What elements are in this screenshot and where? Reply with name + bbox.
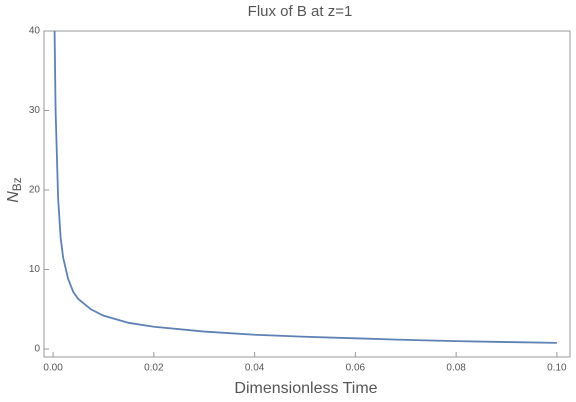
y-tick-label: 0 bbox=[34, 344, 40, 355]
x-axis-label: Dimensionless Time bbox=[234, 380, 377, 397]
x-tick-label: 0.02 bbox=[144, 363, 164, 374]
y-label-main: N bbox=[5, 191, 22, 203]
x-tick-label: 0.10 bbox=[547, 363, 567, 374]
y-axis-label: NBz bbox=[5, 177, 24, 203]
chart-title: Flux of B at z=1 bbox=[248, 3, 353, 20]
x-tick-label: 0.08 bbox=[446, 363, 466, 374]
y-tick-label: 20 bbox=[29, 185, 41, 196]
x-tick-label: 0.00 bbox=[43, 363, 63, 374]
y-label-sub: Bz bbox=[10, 177, 24, 191]
y-tick-label: 10 bbox=[29, 264, 41, 275]
plot-frame bbox=[43, 30, 571, 358]
x-tick-label: 0.04 bbox=[245, 363, 265, 374]
x-tick-label: 0.06 bbox=[346, 363, 366, 374]
data-line bbox=[53, 30, 557, 344]
y-tick-label: 40 bbox=[29, 26, 41, 37]
y-tick-label: 30 bbox=[29, 105, 41, 116]
